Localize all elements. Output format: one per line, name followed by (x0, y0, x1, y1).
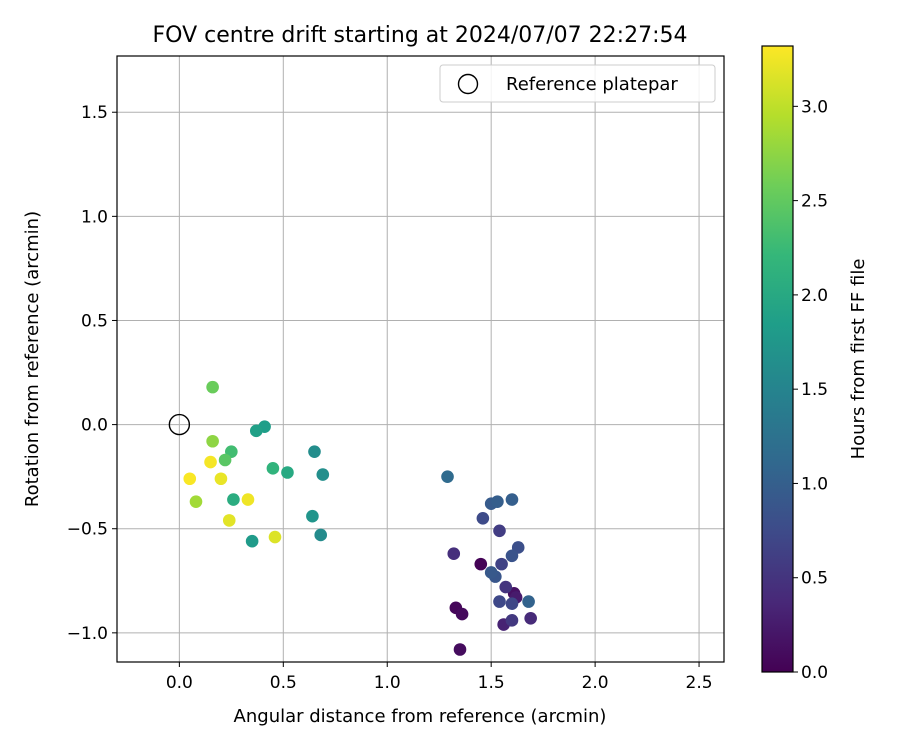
colorbar-tick-label: 2.5 (801, 192, 828, 212)
x-axis-ticks: 0.0 0.5 1.0 1.5 2.0 2.5 (166, 662, 713, 693)
data-point (522, 595, 535, 608)
data-point (183, 472, 197, 486)
colorbar: 0.0 0.5 1.0 1.5 2.0 2.5 3.0 Hours from first F… (761, 45, 869, 683)
legend-label-reference: Reference platepar (506, 74, 678, 95)
data-point (499, 580, 513, 594)
y-tick-label: −1.0 (67, 624, 108, 644)
reference-marker-group (168, 413, 191, 436)
data-point (245, 534, 259, 548)
data-point (447, 547, 461, 561)
data-point (455, 607, 469, 621)
data-point (314, 528, 328, 542)
data-point (241, 493, 255, 506)
data-point (505, 597, 519, 610)
data-point (222, 514, 236, 527)
x-tick-label: 1.0 (374, 673, 401, 693)
data-point (266, 462, 280, 475)
data-point (524, 611, 537, 625)
legend-reference-marker (457, 73, 479, 95)
colorbar-tick-label: 1.5 (801, 380, 828, 400)
grid (117, 56, 724, 662)
colorbar-tick-label: 1.0 (801, 474, 828, 494)
chart-title: FOV centre drift starting at 2024/07/07 … (153, 23, 688, 48)
data-point (476, 512, 490, 525)
colorbar-gradient (761, 45, 794, 673)
data-point (484, 566, 498, 579)
x-tick-label: 2.5 (686, 673, 713, 693)
data-point (206, 380, 219, 394)
x-axis-label: Angular distance from reference (arcmin) (234, 706, 607, 727)
legend-box (439, 64, 716, 103)
data-point (505, 549, 519, 563)
data-point (491, 495, 504, 508)
y-axis-label: Rotation from reference (arcmin) (22, 211, 43, 507)
data-point (249, 424, 263, 438)
data-point (281, 466, 294, 479)
colorbar-label: Hours from first FF file (848, 259, 869, 460)
colorbar-tick-label: 0.5 (801, 569, 828, 589)
x-tick-label: 0.5 (270, 673, 297, 693)
data-point (227, 493, 240, 506)
data-point (493, 595, 506, 608)
x-tick-label: 0.0 (166, 673, 193, 693)
reference-platepar-marker (168, 413, 191, 436)
colorbar-tick-label: 3.0 (801, 97, 828, 117)
data-point (316, 468, 330, 481)
data-point (306, 509, 319, 523)
y-tick-label: 1.0 (81, 207, 108, 227)
legend: Reference platepar (439, 64, 716, 103)
data-point (268, 530, 282, 544)
data-points (183, 380, 537, 656)
data-point (474, 557, 488, 571)
colorbar-ticks: 0.0 0.5 1.0 1.5 2.0 2.5 3.0 (793, 97, 828, 683)
y-tick-label: −0.5 (67, 520, 108, 540)
data-point (189, 495, 203, 508)
data-point (493, 524, 506, 538)
data-point (206, 434, 219, 448)
data-point (441, 470, 454, 483)
data-point (214, 472, 228, 486)
data-point (505, 614, 519, 627)
data-point (218, 453, 232, 467)
data-point (495, 557, 508, 571)
y-axis-ticks: −1.0 −0.5 0.0 0.5 1.0 1.5 (67, 103, 117, 644)
data-point (308, 445, 321, 458)
y-tick-label: 0.0 (81, 416, 108, 436)
x-tick-label: 2.0 (582, 673, 609, 693)
colorbar-tick-label: 2.0 (801, 286, 828, 306)
data-point (505, 493, 519, 506)
x-tick-label: 1.5 (478, 673, 505, 693)
data-point (204, 455, 217, 469)
plot-frame (116, 55, 725, 663)
y-tick-label: 0.5 (81, 311, 108, 331)
y-tick-label: 1.5 (81, 103, 108, 123)
colorbar-tick-label: 0.0 (801, 663, 828, 683)
data-point (453, 643, 467, 656)
